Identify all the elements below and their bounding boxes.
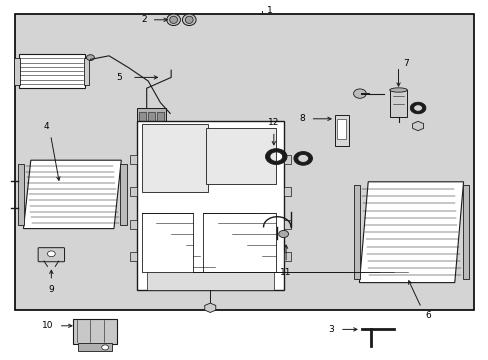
Text: 9: 9 xyxy=(48,285,54,294)
FancyBboxPatch shape xyxy=(38,248,64,262)
Bar xyxy=(283,252,290,261)
Bar xyxy=(78,343,112,351)
Bar xyxy=(18,164,24,225)
Bar xyxy=(205,128,276,184)
Bar xyxy=(139,112,146,126)
Circle shape xyxy=(278,230,288,238)
Bar xyxy=(146,272,273,290)
Bar xyxy=(389,90,407,117)
Bar xyxy=(137,108,166,128)
Bar xyxy=(283,220,290,229)
Text: 4: 4 xyxy=(43,122,49,131)
Text: 6: 6 xyxy=(425,310,430,320)
Bar xyxy=(129,187,137,196)
Ellipse shape xyxy=(169,16,177,23)
Bar xyxy=(83,58,89,85)
Bar xyxy=(129,155,137,164)
Bar xyxy=(73,319,117,344)
Text: 12: 12 xyxy=(267,118,279,127)
Bar xyxy=(15,14,473,310)
Polygon shape xyxy=(359,182,463,283)
Bar xyxy=(337,119,346,139)
Polygon shape xyxy=(23,160,121,229)
Text: 10: 10 xyxy=(42,321,54,330)
Ellipse shape xyxy=(389,88,407,92)
Text: 8: 8 xyxy=(298,114,304,123)
Text: 11: 11 xyxy=(280,268,291,277)
Ellipse shape xyxy=(185,16,193,23)
Bar xyxy=(203,212,276,272)
Bar xyxy=(157,112,163,126)
Bar xyxy=(142,212,193,272)
Text: 7: 7 xyxy=(403,59,408,68)
Bar xyxy=(334,115,348,146)
Circle shape xyxy=(86,55,94,60)
Ellipse shape xyxy=(166,14,180,26)
Ellipse shape xyxy=(182,14,196,26)
Bar xyxy=(14,58,20,85)
Circle shape xyxy=(353,89,366,98)
Bar xyxy=(129,252,137,261)
Bar xyxy=(129,220,137,229)
Bar xyxy=(283,187,290,196)
Bar xyxy=(283,155,290,164)
Bar xyxy=(137,121,283,290)
Text: 3: 3 xyxy=(327,325,333,334)
Text: 5: 5 xyxy=(116,73,122,82)
Bar xyxy=(353,185,360,279)
Bar xyxy=(120,164,127,225)
Text: 1: 1 xyxy=(266,6,272,15)
Text: 2: 2 xyxy=(141,15,146,24)
Bar xyxy=(19,54,84,88)
Bar xyxy=(462,185,468,279)
Bar xyxy=(142,124,207,192)
Circle shape xyxy=(102,345,108,350)
Bar xyxy=(148,112,155,126)
Circle shape xyxy=(47,251,55,257)
